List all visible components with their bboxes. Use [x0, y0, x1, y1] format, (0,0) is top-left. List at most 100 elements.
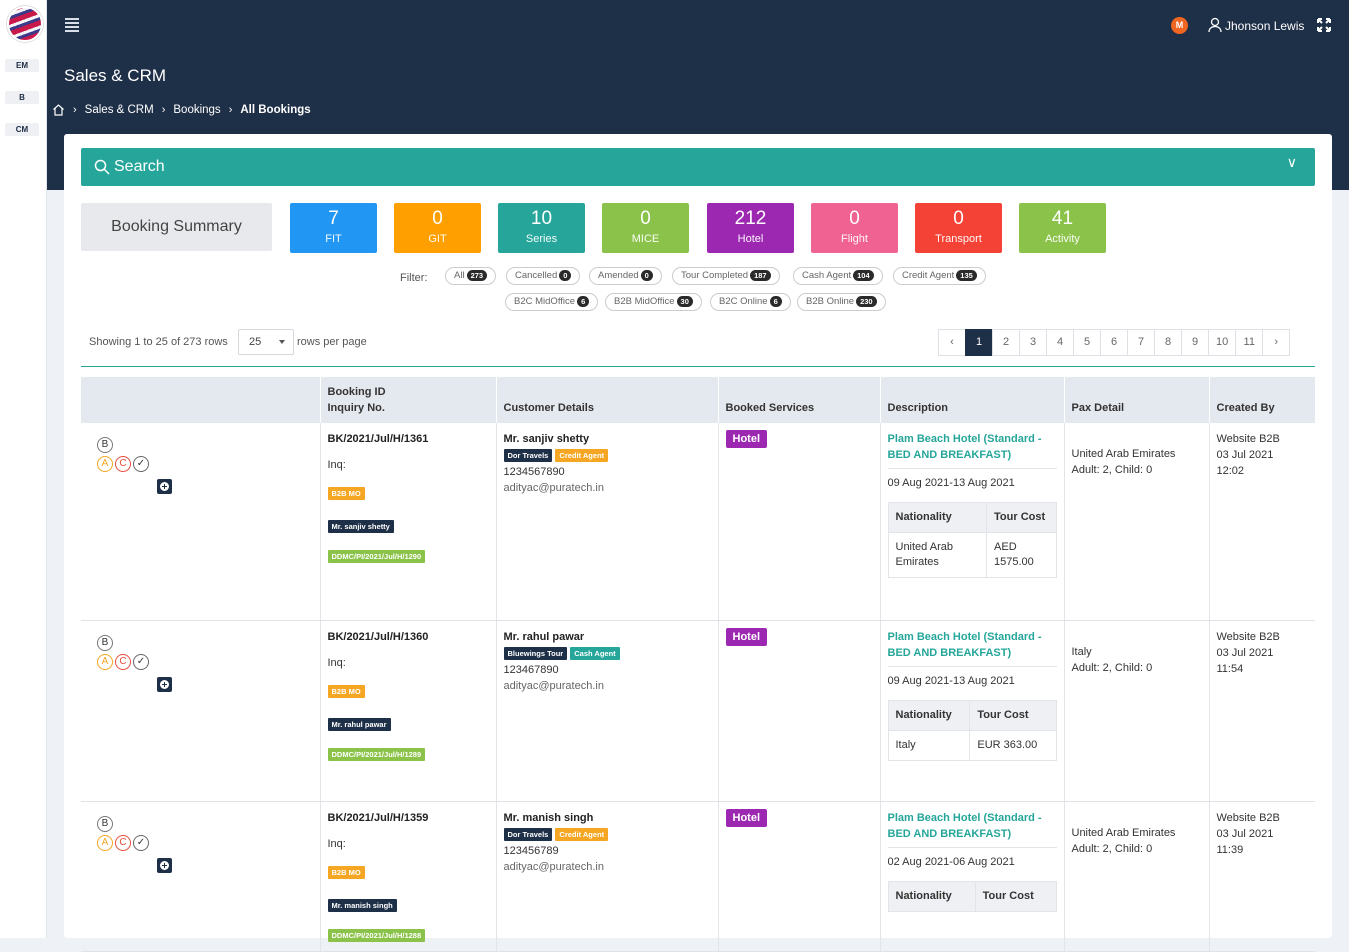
stat-git[interactable]: 0 GIT — [394, 203, 481, 253]
stat-flight[interactable]: 0 Flight — [811, 203, 898, 253]
booking-id[interactable]: BK/2021/Jul/H/1359 — [327, 811, 429, 824]
breadcrumb: › Sales & CRM › Bookings › All Bookings — [52, 103, 311, 116]
chevron-down-icon[interactable]: ∨ — [1286, 154, 1297, 170]
stat-activity[interactable]: 41 Activity — [1019, 203, 1106, 253]
filter-pill-label: Cancelled — [515, 270, 558, 281]
stat-label: Activity — [1045, 233, 1080, 245]
customer-name[interactable]: Mr. sanjiv shetty — [503, 433, 590, 445]
breadcrumb-sales-crm[interactable]: Sales & CRM — [84, 103, 154, 116]
c-status-button[interactable]: C — [115, 456, 131, 472]
filter-pill-count: 6 — [769, 296, 782, 307]
check-icon[interactable]: ✓ — [133, 653, 149, 670]
a-status-button[interactable]: A — [97, 653, 113, 670]
stat-label: MICE — [631, 233, 660, 245]
page-button-1[interactable]: 1 — [965, 329, 993, 356]
check-icon[interactable]: ✓ — [133, 834, 149, 851]
filter-pill-b2c-online[interactable]: B2C Online 6 — [710, 293, 791, 311]
stat-fit[interactable]: 7 FIT — [290, 203, 377, 253]
page-button-5[interactable]: 5 — [1073, 329, 1101, 356]
expand-row-plus-icon[interactable] — [157, 676, 172, 692]
customer-email: adityac@puratech.in — [503, 482, 604, 494]
filter-pill-tour-completed[interactable]: Tour Completed 187 — [672, 267, 780, 285]
expand-row-plus-icon[interactable] — [157, 857, 172, 873]
home-icon[interactable] — [52, 103, 65, 116]
page-button-6[interactable]: 6 — [1100, 329, 1128, 356]
sidebar-item-em[interactable]: EM — [5, 59, 39, 72]
filter-pill-amended[interactable]: Amended 0 — [589, 267, 662, 285]
filter-pill-label: Credit Agent — [902, 270, 955, 281]
table-header-row: Booking ID Inquiry No. Customer Details B… — [81, 377, 1315, 423]
b-status-button[interactable]: B — [97, 815, 113, 832]
filter-pill-b2b-midoffice[interactable]: B2B MidOffice 30 — [605, 293, 702, 311]
col-customer: Customer Details — [496, 377, 719, 423]
breadcrumb-bookings[interactable]: Bookings — [173, 103, 221, 116]
app-logo[interactable] — [7, 6, 43, 42]
stat-transport[interactable]: 0 Transport — [915, 203, 1002, 253]
table-row: B A C ✓ BK/2021/Jul/H/1360 Inq: B2B MO Mr.… — [81, 620, 1315, 802]
page-button-2[interactable]: 2 — [992, 329, 1020, 356]
user-name[interactable]: Jhonson Lewis — [1225, 19, 1305, 33]
page-size-select[interactable]: 25 — [238, 329, 294, 355]
col-inquiry-label: Inquiry No. — [327, 402, 385, 414]
b-status-button[interactable]: B — [97, 437, 113, 453]
nationality-value: United Arab Emirates — [888, 532, 988, 578]
hotel-name[interactable]: Plam Beach Hotel (Standard -BED AND BREA… — [887, 811, 1042, 840]
fullscreen-icon[interactable] — [1317, 18, 1331, 32]
sidebar-item-b[interactable]: B — [5, 91, 39, 104]
filter-pill-label: Amended — [598, 270, 639, 281]
customer-email: adityac@puratech.in — [503, 679, 604, 692]
filter-pill-count: 6 — [577, 296, 590, 307]
customer-name[interactable]: Mr. rahul pawar — [503, 630, 585, 643]
page-button-9[interactable]: 9 — [1181, 329, 1209, 356]
a-status-button[interactable]: A — [97, 834, 113, 851]
expand-row-plus-icon[interactable] — [157, 479, 172, 494]
search-panel-header[interactable]: Search ∨ — [81, 148, 1315, 186]
page-button-11[interactable]: 11 — [1235, 329, 1264, 356]
created-by: Website B2B — [1216, 433, 1280, 445]
created-date: 03 Jul 2021 — [1216, 449, 1274, 461]
customer-name[interactable]: Mr. manish singh — [503, 811, 594, 824]
a-status-button[interactable]: A — [97, 456, 113, 472]
page-button-7[interactable]: 7 — [1127, 329, 1155, 356]
page-button-3[interactable]: 3 — [1019, 329, 1047, 356]
filter-pill-b2c-midoffice[interactable]: B2C MidOffice 6 — [505, 293, 599, 311]
stat-mice[interactable]: 0 MICE — [602, 203, 689, 253]
nationality-header: Nationality — [888, 700, 971, 731]
inquiry-number-tag[interactable]: DDMC/PI/2021/Jul/H/1289 — [327, 747, 426, 761]
booking-id[interactable]: BK/2021/Jul/H/1361 — [327, 433, 429, 445]
b2b-mo-tag: B2B MO — [327, 684, 365, 698]
inquiry-number-tag[interactable]: DDMC/PI/2021/Jul/H/1288 — [327, 928, 426, 942]
col-pax: Pax Detail — [1064, 377, 1210, 423]
prev-page-button[interactable]: ‹ — [938, 329, 966, 356]
hotel-name[interactable]: Plam Beach Hotel (Standard -BED AND BREA… — [887, 433, 1042, 461]
agency-tag: Dor Travels — [503, 449, 553, 462]
created-cell: Website B2B 03 Jul 2021 11:54 — [1209, 620, 1315, 802]
filter-pill-count: 135 — [956, 270, 977, 281]
c-status-button[interactable]: C — [115, 834, 131, 851]
user-icon[interactable] — [1207, 17, 1223, 33]
filter-pill-credit-agent[interactable]: Credit Agent 135 — [893, 267, 986, 285]
c-status-button[interactable]: C — [115, 653, 131, 670]
rows-per-page-label: rows per page — [297, 336, 367, 348]
b-status-button[interactable]: B — [97, 634, 113, 651]
filter-pill-cancelled[interactable]: Cancelled 0 — [506, 267, 581, 285]
page-button-8[interactable]: 8 — [1154, 329, 1182, 356]
filter-pill-cash-agent[interactable]: Cash Agent 104 — [793, 267, 883, 285]
booking-id[interactable]: BK/2021/Jul/H/1360 — [327, 630, 429, 643]
customer-cell: Mr. rahul pawar Bluewings Tour Cash Agen… — [496, 620, 719, 802]
filter-pill-b2b-online[interactable]: B2B Online 230 — [797, 293, 886, 311]
stat-hotel[interactable]: 212 Hotel — [707, 203, 794, 253]
inquiry-number-tag[interactable]: DDMC/PI/2021/Jul/H/1290 — [327, 550, 426, 563]
check-icon[interactable]: ✓ — [133, 456, 149, 472]
stat-series[interactable]: 10 Series — [498, 203, 585, 253]
page-button-4[interactable]: 4 — [1046, 329, 1074, 356]
filter-pill-all[interactable]: All 273 — [445, 267, 497, 285]
filter-pill-label: Cash Agent — [802, 270, 852, 281]
next-page-button[interactable]: › — [1262, 329, 1291, 356]
pax-cell: United Arab Emirates Adult: 2, Child: 0 — [1064, 423, 1210, 621]
sidebar-item-cm[interactable]: CM — [5, 123, 39, 136]
hotel-name[interactable]: Plam Beach Hotel (Standard -BED AND BREA… — [887, 630, 1042, 659]
page-button-10[interactable]: 10 — [1208, 329, 1237, 356]
notification-avatar[interactable]: M — [1171, 17, 1188, 34]
menu-icon[interactable] — [65, 18, 79, 32]
